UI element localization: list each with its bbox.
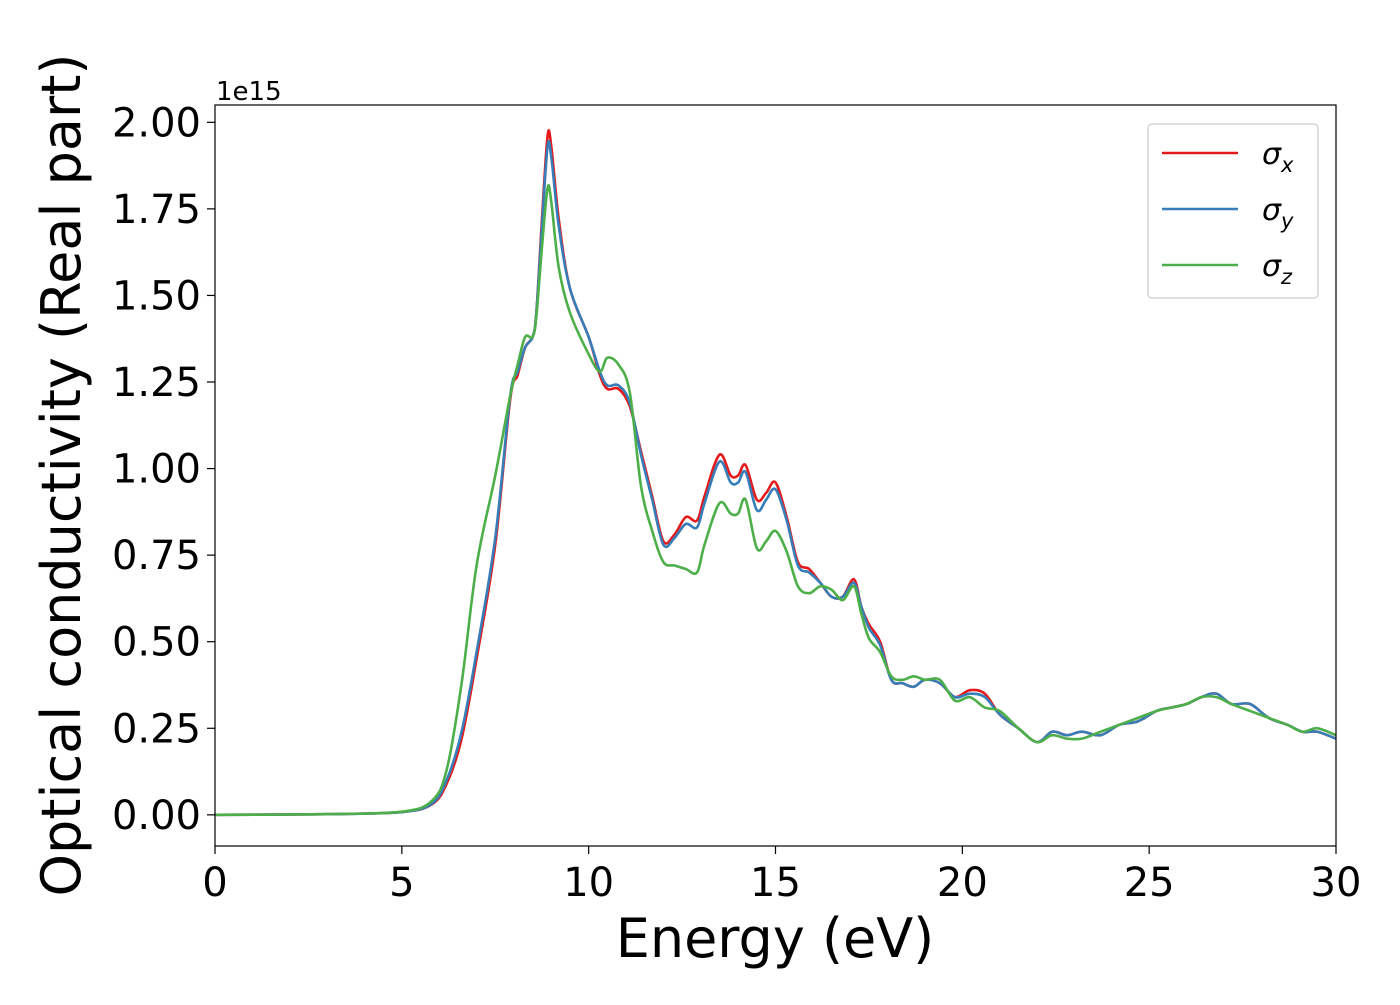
- legend-box: [1147, 123, 1319, 299]
- y-tick-label: 1.75: [112, 187, 201, 233]
- x-tick-label: 0: [202, 860, 227, 906]
- x-tick-label: 15: [750, 860, 801, 906]
- y-tick-label: 0.75: [112, 533, 201, 579]
- y-tick-label: 2.00: [112, 100, 201, 146]
- series-line-z: [214, 183, 1337, 817]
- y-tick-label: 0.50: [112, 620, 201, 666]
- x-tick-label: 20: [937, 860, 988, 906]
- x-axis: 0 5 10 15 20 25 30: [202, 846, 1361, 906]
- x-tick-label: 5: [389, 860, 414, 906]
- y-axis-title: Optical conductivity (Real part): [30, 54, 93, 897]
- y-tick-label: 0.25: [112, 706, 201, 752]
- x-tick-label: 25: [1124, 860, 1175, 906]
- y-tick-label: 1.50: [112, 273, 201, 319]
- x-tick-label: 10: [563, 860, 614, 906]
- x-tick-label: 30: [1311, 860, 1362, 906]
- y-offset-label: 1e15: [216, 77, 282, 107]
- y-tick-label: 1.25: [112, 360, 201, 406]
- x-axis-title: Energy (eV): [616, 907, 935, 970]
- y-tick-label: 0.00: [112, 793, 201, 839]
- y-tick-label: 1.00: [112, 447, 201, 493]
- series-lines: [214, 129, 1337, 817]
- y-axis: 0.00 0.25 0.50 0.75 1.00 1.25 1.50 1.75 2.00: [112, 100, 215, 839]
